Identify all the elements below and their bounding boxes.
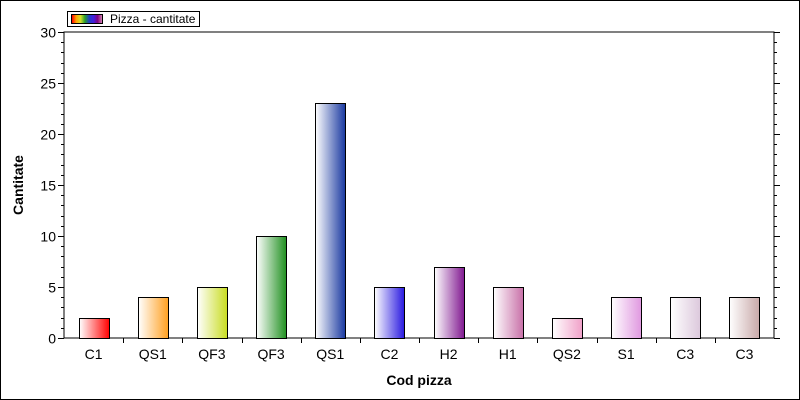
bar <box>670 297 701 339</box>
x-tick-label: H1 <box>499 346 517 362</box>
bar <box>315 103 346 339</box>
bar <box>197 287 228 339</box>
bar <box>729 297 760 339</box>
legend: Pizza - cantitate <box>67 11 201 27</box>
x-tick-label: C2 <box>380 346 398 362</box>
y-tick-label: 20 <box>40 127 56 143</box>
bar <box>552 318 583 339</box>
legend-swatch <box>71 14 103 24</box>
y-tick-label: 25 <box>40 76 56 92</box>
y-tick-label: 5 <box>48 280 56 296</box>
bar <box>138 297 169 339</box>
bar <box>493 287 524 339</box>
y-axis-title: Cantitate <box>10 155 26 215</box>
y-tick-label: 0 <box>48 331 56 347</box>
bar <box>611 297 642 339</box>
x-tick-label: S1 <box>618 346 635 362</box>
x-tick-label: QF3 <box>257 346 284 362</box>
bar <box>434 267 465 339</box>
x-tick-label: QS1 <box>139 346 167 362</box>
x-tick-label: QS1 <box>316 346 344 362</box>
bar <box>256 236 287 339</box>
bar <box>79 318 110 339</box>
y-tick-label: 30 <box>40 25 56 41</box>
legend-label: Pizza - cantitate <box>110 12 196 26</box>
plot-area <box>63 31 775 339</box>
x-tick-label: C1 <box>85 346 103 362</box>
x-tick-label: H2 <box>440 346 458 362</box>
x-tick-label: C3 <box>676 346 694 362</box>
bar <box>374 287 405 339</box>
x-tick-label: QF3 <box>198 346 225 362</box>
x-axis-title: Cod pizza <box>386 372 452 388</box>
y-tick-label: 15 <box>40 178 56 194</box>
x-tick-label: C3 <box>735 346 753 362</box>
y-tick-label: 10 <box>40 229 56 245</box>
x-tick-label: QS2 <box>553 346 581 362</box>
